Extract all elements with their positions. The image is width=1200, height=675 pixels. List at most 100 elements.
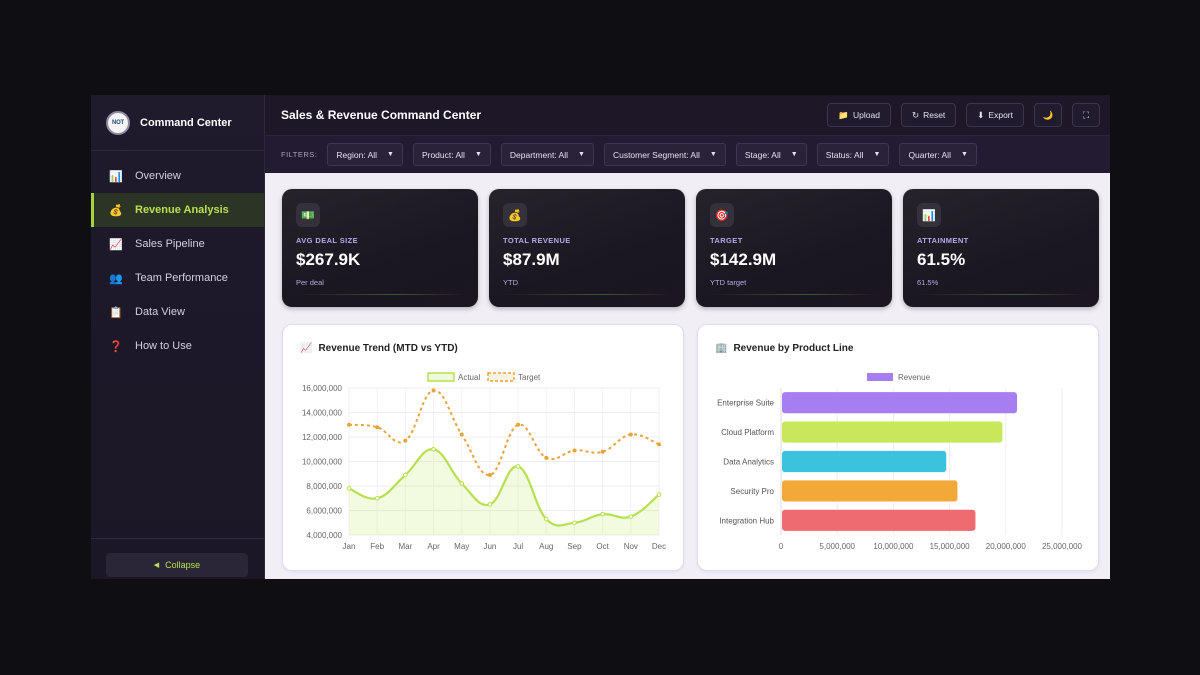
filter-stage-select[interactable]: Stage: All ▼ [735,143,807,166]
filter-value: Quarter: All [908,149,951,160]
x-tick-label: Jan [343,542,356,551]
kpi-accent-line [296,294,464,295]
x-tick-label: Apr [427,542,440,551]
filter-value: Product: All [421,149,465,160]
y-tick-label: 14,000,000 [302,409,343,418]
target-icon: 🎯 [710,203,734,227]
collapse-label: Collapse [165,560,201,570]
filter-customer-segment-select[interactable]: Customer Segment: All ▼ [603,143,726,166]
x-tick-label: 10,000,000 [873,542,914,551]
page-title: Sales & Revenue Command Center [281,108,482,122]
x-tick-label: Nov [624,542,638,551]
sidebar-item-team-performance[interactable]: 👥 Team Performance [91,261,264,295]
filter-department-select[interactable]: Department: All ▼ [500,143,594,166]
kpi-subtext: 61.5% [917,278,939,287]
bar-security-pro [782,480,958,502]
dashboard-app: NOT Command Center 📊 Overview 💰 Revenue Ana… [91,95,1110,579]
bar-integration-hub [782,509,976,531]
brand-name: Command Center [140,116,232,129]
filter-quarter-select[interactable]: Quarter: All ▼ [899,143,977,166]
filter-product-select[interactable]: Product: All ▼ [412,143,491,166]
upload-button[interactable]: 📁 Upload [827,103,891,127]
category-label: Integration Hub [719,516,774,525]
actual-point [487,502,493,507]
kpi-value: $87.9M [503,250,560,269]
bar-chart-icon: 📊 [917,203,941,227]
refresh-icon: ↻ [911,109,920,120]
chevron-down-icon: ▼ [387,151,394,158]
sidebar-item-label: Team Performance [135,272,228,284]
filter-region-select[interactable]: Region: All ▼ [327,143,403,166]
sidebar-item-revenue-analysis[interactable]: 💰 Revenue Analysis [91,193,264,227]
sidebar-item-overview[interactable]: 📊 Overview [91,159,264,193]
sidebar-item-label: How to Use [135,340,192,352]
actual-area [349,449,659,535]
y-tick-label: 12,000,000 [302,433,343,442]
money-bag-icon: 💰 [503,203,527,227]
trend-chart-icon: 📈 [109,238,123,251]
theme-toggle-button[interactable]: 🌙 [1034,103,1062,127]
target-point [572,448,577,453]
x-tick-label: Aug [539,542,553,551]
collapse-button[interactable]: ◀ Collapse [106,553,248,577]
revenue-by-product-title-text: Revenue by Product Line [733,343,854,354]
y-tick-label: 10,000,000 [302,458,343,467]
y-tick-label: 4,000,000 [306,531,342,540]
money-bag-icon: 💰 [109,204,123,217]
kpi-label: ATTAINMENT [917,236,969,245]
kpi-value: $267.9K [296,250,361,269]
fullscreen-icon: ⛶ [1082,109,1090,120]
upload-label: Upload [853,110,880,120]
revenue-by-product-card: 0 5,000,000 10,000,000 15,000,000 20,000,000… [697,324,1099,571]
sidebar-footer: ◀ Collapse [91,538,265,579]
category-label: Cloud Platform [721,428,774,437]
filter-bar: FILTERS: Region: All ▼ Product: All ▼ Depart… [265,135,1110,173]
x-tick-label: 15,000,000 [930,542,971,551]
x-tick-label: Jul [513,542,523,551]
kpi-subtext: YTD target [710,278,747,287]
sidebar-item-label: Data View [135,306,185,318]
chevron-down-icon: ▼ [474,151,482,158]
target-point [375,425,380,430]
x-tick-label: Oct [596,542,609,551]
kpi-card-total-revenue: 💰 TOTAL REVENUE $87.9M YTD [489,189,685,307]
sidebar-item-how-to-use[interactable]: ❓ How to Use [91,329,264,363]
sidebar-item-label: Overview [135,170,181,182]
legend-label-actual: Actual [458,373,480,382]
chevron-down-icon: ▼ [709,151,717,158]
team-icon: 👥 [109,272,123,285]
target-point [459,432,464,437]
kpi-accent-line [917,294,1085,295]
sidebar-item-data-view[interactable]: 📋 Data View [91,295,264,329]
header-actions: 📁 Upload ↻ Reset ⬇ Export 🌙 ⛶ [827,103,1100,127]
fullscreen-button[interactable]: ⛶ [1072,103,1100,127]
target-point [657,442,661,447]
revenue-trend-title: 📈 Revenue Trend (MTD vs YTD) [300,343,458,354]
x-tick-label: 20,000,000 [986,542,1027,551]
export-button[interactable]: ⬇ Export [966,103,1024,127]
kpi-subtext: Per deal [296,278,324,287]
actual-point [459,481,465,486]
revenue-by-product-chart: 0 5,000,000 10,000,000 15,000,000 20,000,000… [717,373,1083,551]
target-point [431,388,436,393]
legend-swatch-revenue [867,373,893,381]
kpi-subtext: YTD [503,278,518,287]
target-point [516,422,521,427]
actual-point [374,495,380,501]
legend-swatch-target [487,372,515,382]
reset-button[interactable]: ↻ Reset [900,103,957,127]
kpi-label: TARGET [710,236,743,245]
chart-legend: Actual Target [427,372,541,382]
filter-value: Department: All [509,149,569,160]
sidebar-item-sales-pipeline[interactable]: 📈 Sales Pipeline [91,227,264,261]
filter-status-select[interactable]: Status: All ▼ [816,143,890,166]
filter-value: Region: All [336,149,378,160]
kpi-accent-line [503,294,671,295]
target-point [600,449,605,454]
chevron-left-icon: ◀ [153,562,160,569]
target-point [487,472,492,477]
brand: NOT Command Center [91,95,264,151]
building-icon: 🏢 [715,343,728,354]
kpi-card-target: 🎯 TARGET $142.9M YTD target [696,189,892,307]
actual-point [600,511,605,517]
